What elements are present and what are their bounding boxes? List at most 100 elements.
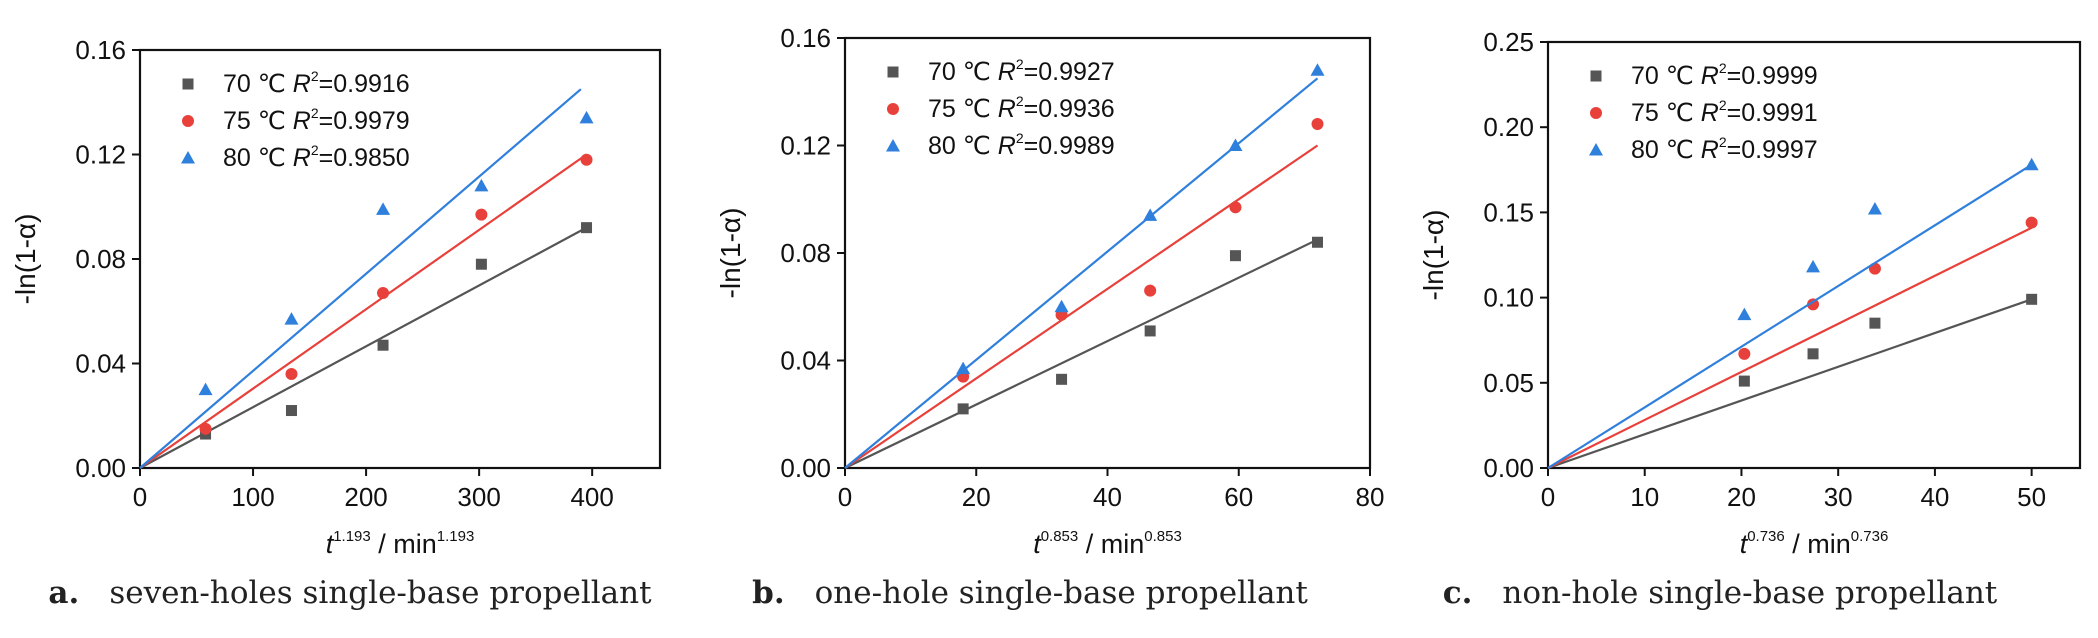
fit-line-2 bbox=[844, 77, 1319, 469]
data-point bbox=[956, 361, 971, 375]
fit-line-1 bbox=[1547, 226, 2033, 469]
x-axis-label: t0.853 / min0.853 bbox=[1033, 528, 1182, 559]
legend-label: 75 ℃ R2=0.9936 bbox=[928, 93, 1115, 123]
data-point bbox=[1807, 298, 1820, 311]
caption-a-title: seven-holes single-base propellant bbox=[109, 575, 652, 611]
caption-c-letter: c. bbox=[1442, 575, 1473, 611]
data-point bbox=[1054, 299, 1069, 313]
data-point bbox=[377, 286, 390, 299]
fit-line-1 bbox=[844, 144, 1319, 469]
fit-line-2 bbox=[139, 88, 582, 469]
legend-label: 70 ℃ R2=0.9916 bbox=[223, 68, 410, 98]
x-tick-label: 0 bbox=[1541, 482, 1555, 512]
y-tick-label: 0.16 bbox=[75, 35, 126, 65]
caption-c: c. non-hole single-base propellant bbox=[1390, 568, 2050, 618]
data-point bbox=[1056, 373, 1068, 385]
data-point bbox=[1143, 208, 1158, 221]
x-tick-label: 40 bbox=[1920, 482, 1949, 512]
x-tick-label: 10 bbox=[1630, 482, 1659, 512]
data-point bbox=[198, 382, 213, 396]
caption-b-title: one-hole single-base propellant bbox=[814, 575, 1308, 611]
x-tick-label: 300 bbox=[457, 482, 500, 512]
y-tick-label: 0.00 bbox=[780, 453, 831, 483]
caption-b: b. one-hole single-base propellant bbox=[710, 568, 1350, 618]
x-tick-label: 60 bbox=[1224, 482, 1253, 512]
data-point bbox=[580, 153, 593, 166]
data-point bbox=[376, 202, 391, 215]
legend-marker bbox=[887, 103, 899, 115]
data-point bbox=[475, 258, 487, 270]
caption-c-title: non-hole single-base propellant bbox=[1502, 575, 1998, 611]
x-tick-label: 80 bbox=[1356, 482, 1385, 512]
legend-label: 80 ℃ R2=0.9989 bbox=[928, 130, 1115, 160]
y-tick-label: 0.08 bbox=[75, 244, 126, 274]
data-point bbox=[1228, 138, 1243, 151]
x-axis-label: t0.736 / min0.736 bbox=[1740, 528, 1889, 559]
chart-a: 0 100 200 300 400 0.00 0.04 0.08 0.12 0.16 t1.193 … bbox=[10, 35, 662, 559]
data-point bbox=[1737, 307, 1752, 321]
data-point bbox=[957, 403, 969, 415]
plot-frame bbox=[1546, 40, 2082, 470]
legend-marker bbox=[181, 151, 195, 164]
legend-label: 70 ℃ R2=0.9999 bbox=[1631, 60, 1818, 90]
data-point bbox=[2025, 216, 2038, 229]
y-tick-label: 0.08 bbox=[780, 238, 831, 268]
x-tick-label: 0 bbox=[133, 482, 147, 512]
data-point bbox=[579, 110, 594, 124]
legend-marker bbox=[887, 66, 899, 78]
legend-label: 70 ℃ R2=0.9927 bbox=[928, 56, 1115, 86]
x-tick-label: 400 bbox=[570, 482, 613, 512]
caption-a: a. seven-holes single-base propellant bbox=[30, 568, 670, 618]
x-axis-label: t1.193 / min1.193 bbox=[326, 528, 475, 559]
y-tick-label: 0.00 bbox=[75, 453, 126, 483]
data-point bbox=[377, 339, 389, 351]
data-point bbox=[1869, 317, 1881, 329]
y-tick-label: 0.04 bbox=[75, 349, 126, 379]
data-point bbox=[1229, 201, 1242, 214]
data-point bbox=[1144, 325, 1156, 337]
data-point bbox=[1312, 236, 1323, 248]
y-tick-label: 0.04 bbox=[780, 346, 831, 376]
y-tick-label: 0.25 bbox=[1483, 27, 1534, 57]
y-tick-label: 0.10 bbox=[1483, 283, 1534, 313]
data-point bbox=[474, 178, 489, 192]
y-tick-label: 0.15 bbox=[1483, 197, 1534, 227]
caption-a-letter: a. bbox=[48, 575, 80, 611]
y-axis-label: -ln(1-α) bbox=[715, 208, 746, 299]
chart-b: 0 20 40 60 80 0.00 0.04 0.08 0.12 0.16 t0.853 / mi… bbox=[715, 23, 1384, 559]
data-point bbox=[1311, 118, 1324, 130]
y-tick-label: 0.12 bbox=[75, 140, 126, 170]
data-point bbox=[285, 367, 298, 380]
x-tick-label: 40 bbox=[1093, 482, 1122, 512]
data-point bbox=[284, 312, 299, 325]
y-tick-label: 0.12 bbox=[780, 131, 831, 161]
legend-label: 75 ℃ R2=0.9991 bbox=[1631, 97, 1818, 127]
fit-line-0 bbox=[1547, 298, 2032, 470]
data-point bbox=[1144, 284, 1157, 297]
legend-label: 80 ℃ R2=0.9850 bbox=[223, 142, 410, 172]
data-point bbox=[1738, 375, 1750, 387]
data-point bbox=[199, 422, 212, 435]
data-point bbox=[1806, 259, 1821, 273]
data-point bbox=[1738, 347, 1751, 360]
legend-marker bbox=[182, 78, 194, 90]
legend-marker bbox=[1590, 107, 1602, 119]
y-tick-label: 0.05 bbox=[1483, 368, 1534, 398]
legend-marker bbox=[1590, 70, 1602, 82]
legend-label: 80 ℃ R2=0.9997 bbox=[1631, 134, 1818, 164]
y-axis-label: -ln(1-α) bbox=[1418, 210, 1449, 301]
data-point bbox=[1867, 201, 1882, 215]
data-point bbox=[1310, 63, 1325, 76]
y-tick-label: 0.00 bbox=[1483, 453, 1534, 483]
chart-c: 0 10 20 30 40 50 0.00 0.05 0.10 0.15 0.20 0.25 t0.73… bbox=[1418, 27, 2082, 559]
x-tick-label: 100 bbox=[231, 482, 274, 512]
caption-b-letter: b. bbox=[752, 575, 785, 611]
data-point bbox=[1229, 250, 1241, 262]
x-tick-label: 30 bbox=[1824, 482, 1853, 512]
fit-line-2 bbox=[1547, 163, 2033, 469]
data-point bbox=[2026, 293, 2038, 305]
y-axis-label: -ln(1-α) bbox=[10, 214, 41, 305]
legend-label: 75 ℃ R2=0.9979 bbox=[223, 105, 410, 135]
fit-line-0 bbox=[844, 238, 1318, 469]
